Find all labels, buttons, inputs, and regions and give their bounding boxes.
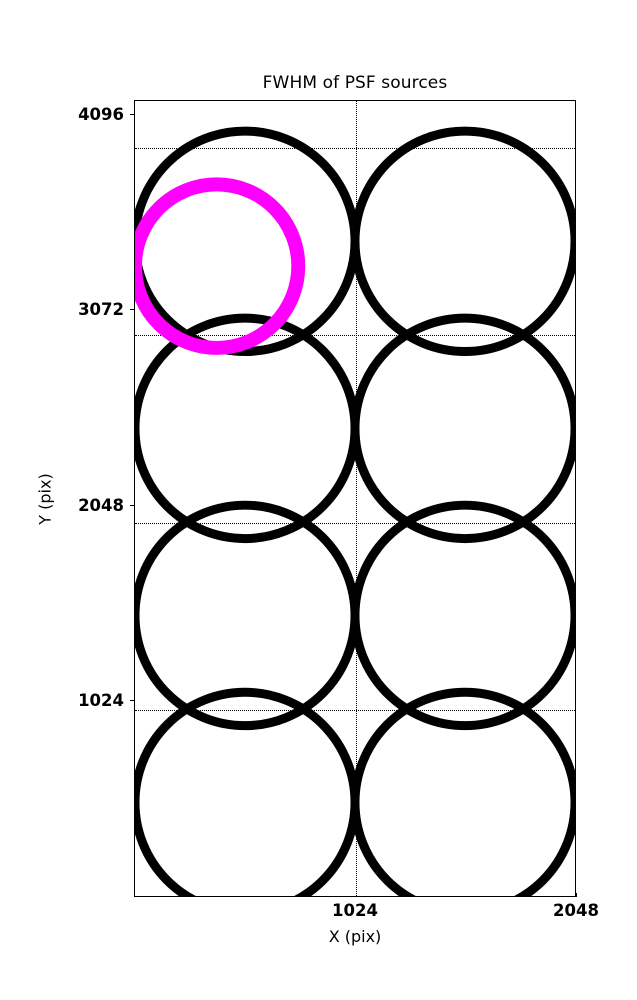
y-tick-mark-4096 — [130, 114, 134, 115]
x-tick-mark-2048 — [576, 893, 577, 897]
gridline-horizontal-2048 — [135, 522, 575, 524]
y-axis-label: Y (pix) — [35, 472, 55, 525]
series-1 — [135, 177, 306, 355]
psf-circle-marker — [135, 177, 306, 355]
gridline-horizontal-4096 — [135, 147, 575, 149]
psf-circle-marker — [350, 313, 575, 544]
plot-area — [134, 100, 576, 897]
gridline-horizontal-3072 — [135, 335, 575, 337]
y-axis-label-container: Y (pix) — [34, 100, 56, 897]
x-tick-label-2048: 2048 — [553, 901, 599, 920]
psf-circle-marker — [350, 500, 575, 731]
gridline-horizontal-1024 — [135, 710, 575, 712]
y-tick-label-4096: 4096 — [78, 105, 124, 124]
y-tick-label-1024: 1024 — [78, 691, 124, 710]
psf-circle-marker — [350, 687, 575, 896]
y-tick-label-3072: 3072 — [78, 300, 124, 319]
y-tick-mark-2048 — [130, 505, 134, 506]
page-title: FWHM of PSF sources — [262, 73, 448, 93]
x-tick-label-1024: 1024 — [332, 901, 378, 920]
y-tick-mark-3072 — [130, 309, 134, 310]
y-tick-label-2048: 2048 — [78, 496, 124, 515]
series-0 — [135, 126, 575, 896]
psf-circle-marker — [350, 126, 575, 356]
y-tick-mark-1024 — [130, 700, 134, 701]
data-marker-layer — [135, 126, 575, 896]
x-axis-label: X (pix) — [328, 927, 382, 946]
gridline-vertical-1024 — [356, 101, 357, 896]
